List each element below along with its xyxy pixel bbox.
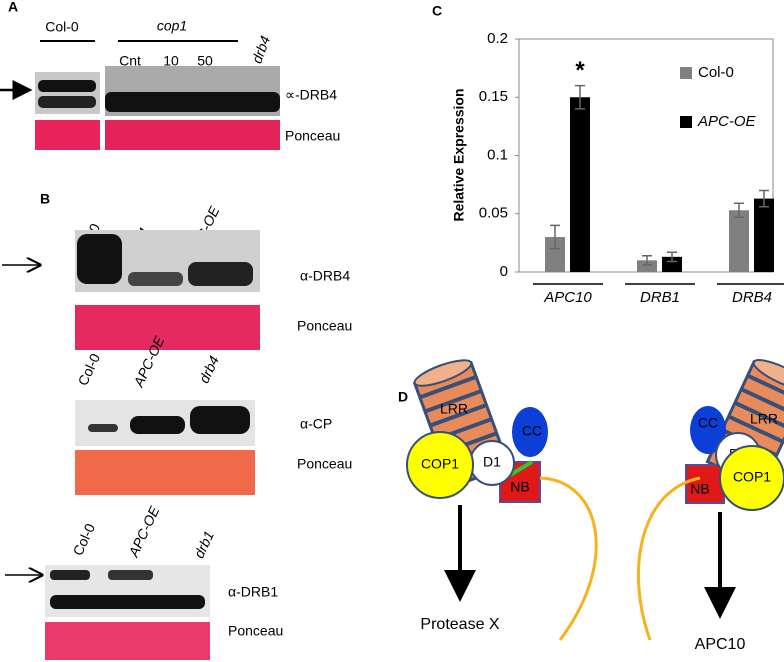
band [130, 416, 185, 434]
group-label: cop1 [157, 18, 187, 34]
band [50, 595, 205, 609]
domain-label: LRR [440, 401, 468, 417]
target-label: Protease X [420, 616, 499, 633]
ponceau [45, 622, 210, 660]
panel-d: D LRR CC NB D1 COP1 Protease X LRR CC NB… [398, 359, 784, 653]
band [88, 424, 118, 432]
panel-label: C [432, 3, 442, 19]
cc [512, 407, 548, 457]
stain-label: Ponceau [297, 456, 352, 472]
inhibition-curve [637, 476, 701, 641]
ponceau [35, 120, 100, 150]
domain-label: CC [698, 415, 718, 431]
cop1 [719, 445, 784, 511]
x-tick-label: APC10 [543, 289, 592, 306]
panel-label: B [40, 191, 50, 207]
error-bar [667, 251, 677, 263]
x-tick-label: DRB4 [732, 289, 772, 306]
domain-label: LRR [750, 411, 778, 427]
error-bar [575, 84, 585, 110]
domain-label: COP1 [733, 469, 771, 485]
legend-label: Col-0 [698, 64, 734, 81]
band [38, 96, 96, 108]
legend-label: APC-OE [697, 113, 757, 130]
stain-label: Ponceau [297, 318, 352, 334]
antibody-label: α-CP [300, 416, 332, 432]
y-tick-label: 0.2 [487, 30, 508, 47]
lane-label: Cnt [119, 53, 141, 69]
ponceau [75, 305, 260, 350]
band [190, 406, 250, 434]
lrr-top [752, 359, 784, 391]
lane-label: drb1 [191, 528, 217, 560]
error-bar [642, 254, 652, 266]
lane-label: Col-0 [75, 351, 104, 388]
bar [729, 210, 749, 272]
cc [690, 406, 726, 454]
cop1 [406, 431, 474, 499]
lane-label: 10 [163, 53, 179, 69]
y-tick-label: 0.15 [479, 88, 508, 105]
target-label: APC10 [695, 636, 746, 653]
bar [637, 260, 657, 272]
lrr-stripes [715, 373, 784, 471]
error-bar [734, 202, 744, 218]
band [50, 570, 90, 580]
legend-swatch [680, 67, 692, 79]
x-tick-label: DRB1 [640, 289, 680, 306]
band [188, 262, 253, 286]
lrr-stripes [419, 374, 503, 470]
panel-c: C Relative Expression 0 0.05 0.1 0.15 0.2 APC… [432, 3, 784, 306]
ponceau [105, 120, 280, 150]
antibody-label: ∝-DRB4 [285, 87, 337, 103]
domain-label: COP1 [421, 456, 459, 472]
lrr-top [413, 359, 473, 387]
lane-label: drb4 [248, 33, 273, 65]
panel-label: D [398, 389, 408, 405]
lane-label: drb4 [196, 353, 222, 385]
band [105, 92, 280, 112]
y-tick-label: 0.1 [487, 146, 508, 163]
antibody-label: α-DRB4 [300, 268, 350, 284]
antibody-label: α-DRB1 [228, 584, 278, 600]
domain-label: D1 [483, 454, 501, 470]
panel-b: B Col-0 drb4 APC-OE α-DRB4 Ponceau Col-0… [2, 191, 352, 660]
error-bar [759, 189, 769, 208]
inhibition-curve [539, 476, 598, 641]
panel-a: A Col-0 cop1 Cnt 10 50 drb4 ∝-DRB4 Ponce… [0, 0, 340, 150]
lane-label: APC-OE [125, 503, 163, 560]
error-bar [550, 224, 560, 250]
band [77, 234, 122, 284]
lane-label: 50 [197, 53, 213, 69]
domain-label: NB [690, 481, 709, 497]
stain-label: Ponceau [228, 623, 283, 639]
bar [545, 237, 565, 272]
lane-label: Col-0 [70, 521, 99, 558]
group-label: Col-0 [45, 19, 79, 35]
y-axis-label: Relative Expression [451, 88, 467, 221]
band [108, 570, 153, 580]
stain-label: Ponceau [285, 128, 340, 144]
ponceau [75, 450, 255, 495]
domain-label: CC [522, 423, 542, 439]
y-tick-label: 0.05 [479, 205, 508, 222]
y-tick-label: 0 [500, 263, 508, 280]
bar [662, 256, 682, 272]
bar [754, 198, 774, 272]
band [128, 272, 183, 286]
link [508, 460, 534, 477]
domain-label: NB [510, 479, 529, 495]
panel-label: A [8, 0, 18, 15]
annotation: * [575, 57, 585, 84]
legend-swatch [680, 116, 692, 128]
band [38, 80, 96, 92]
bar [570, 97, 590, 272]
